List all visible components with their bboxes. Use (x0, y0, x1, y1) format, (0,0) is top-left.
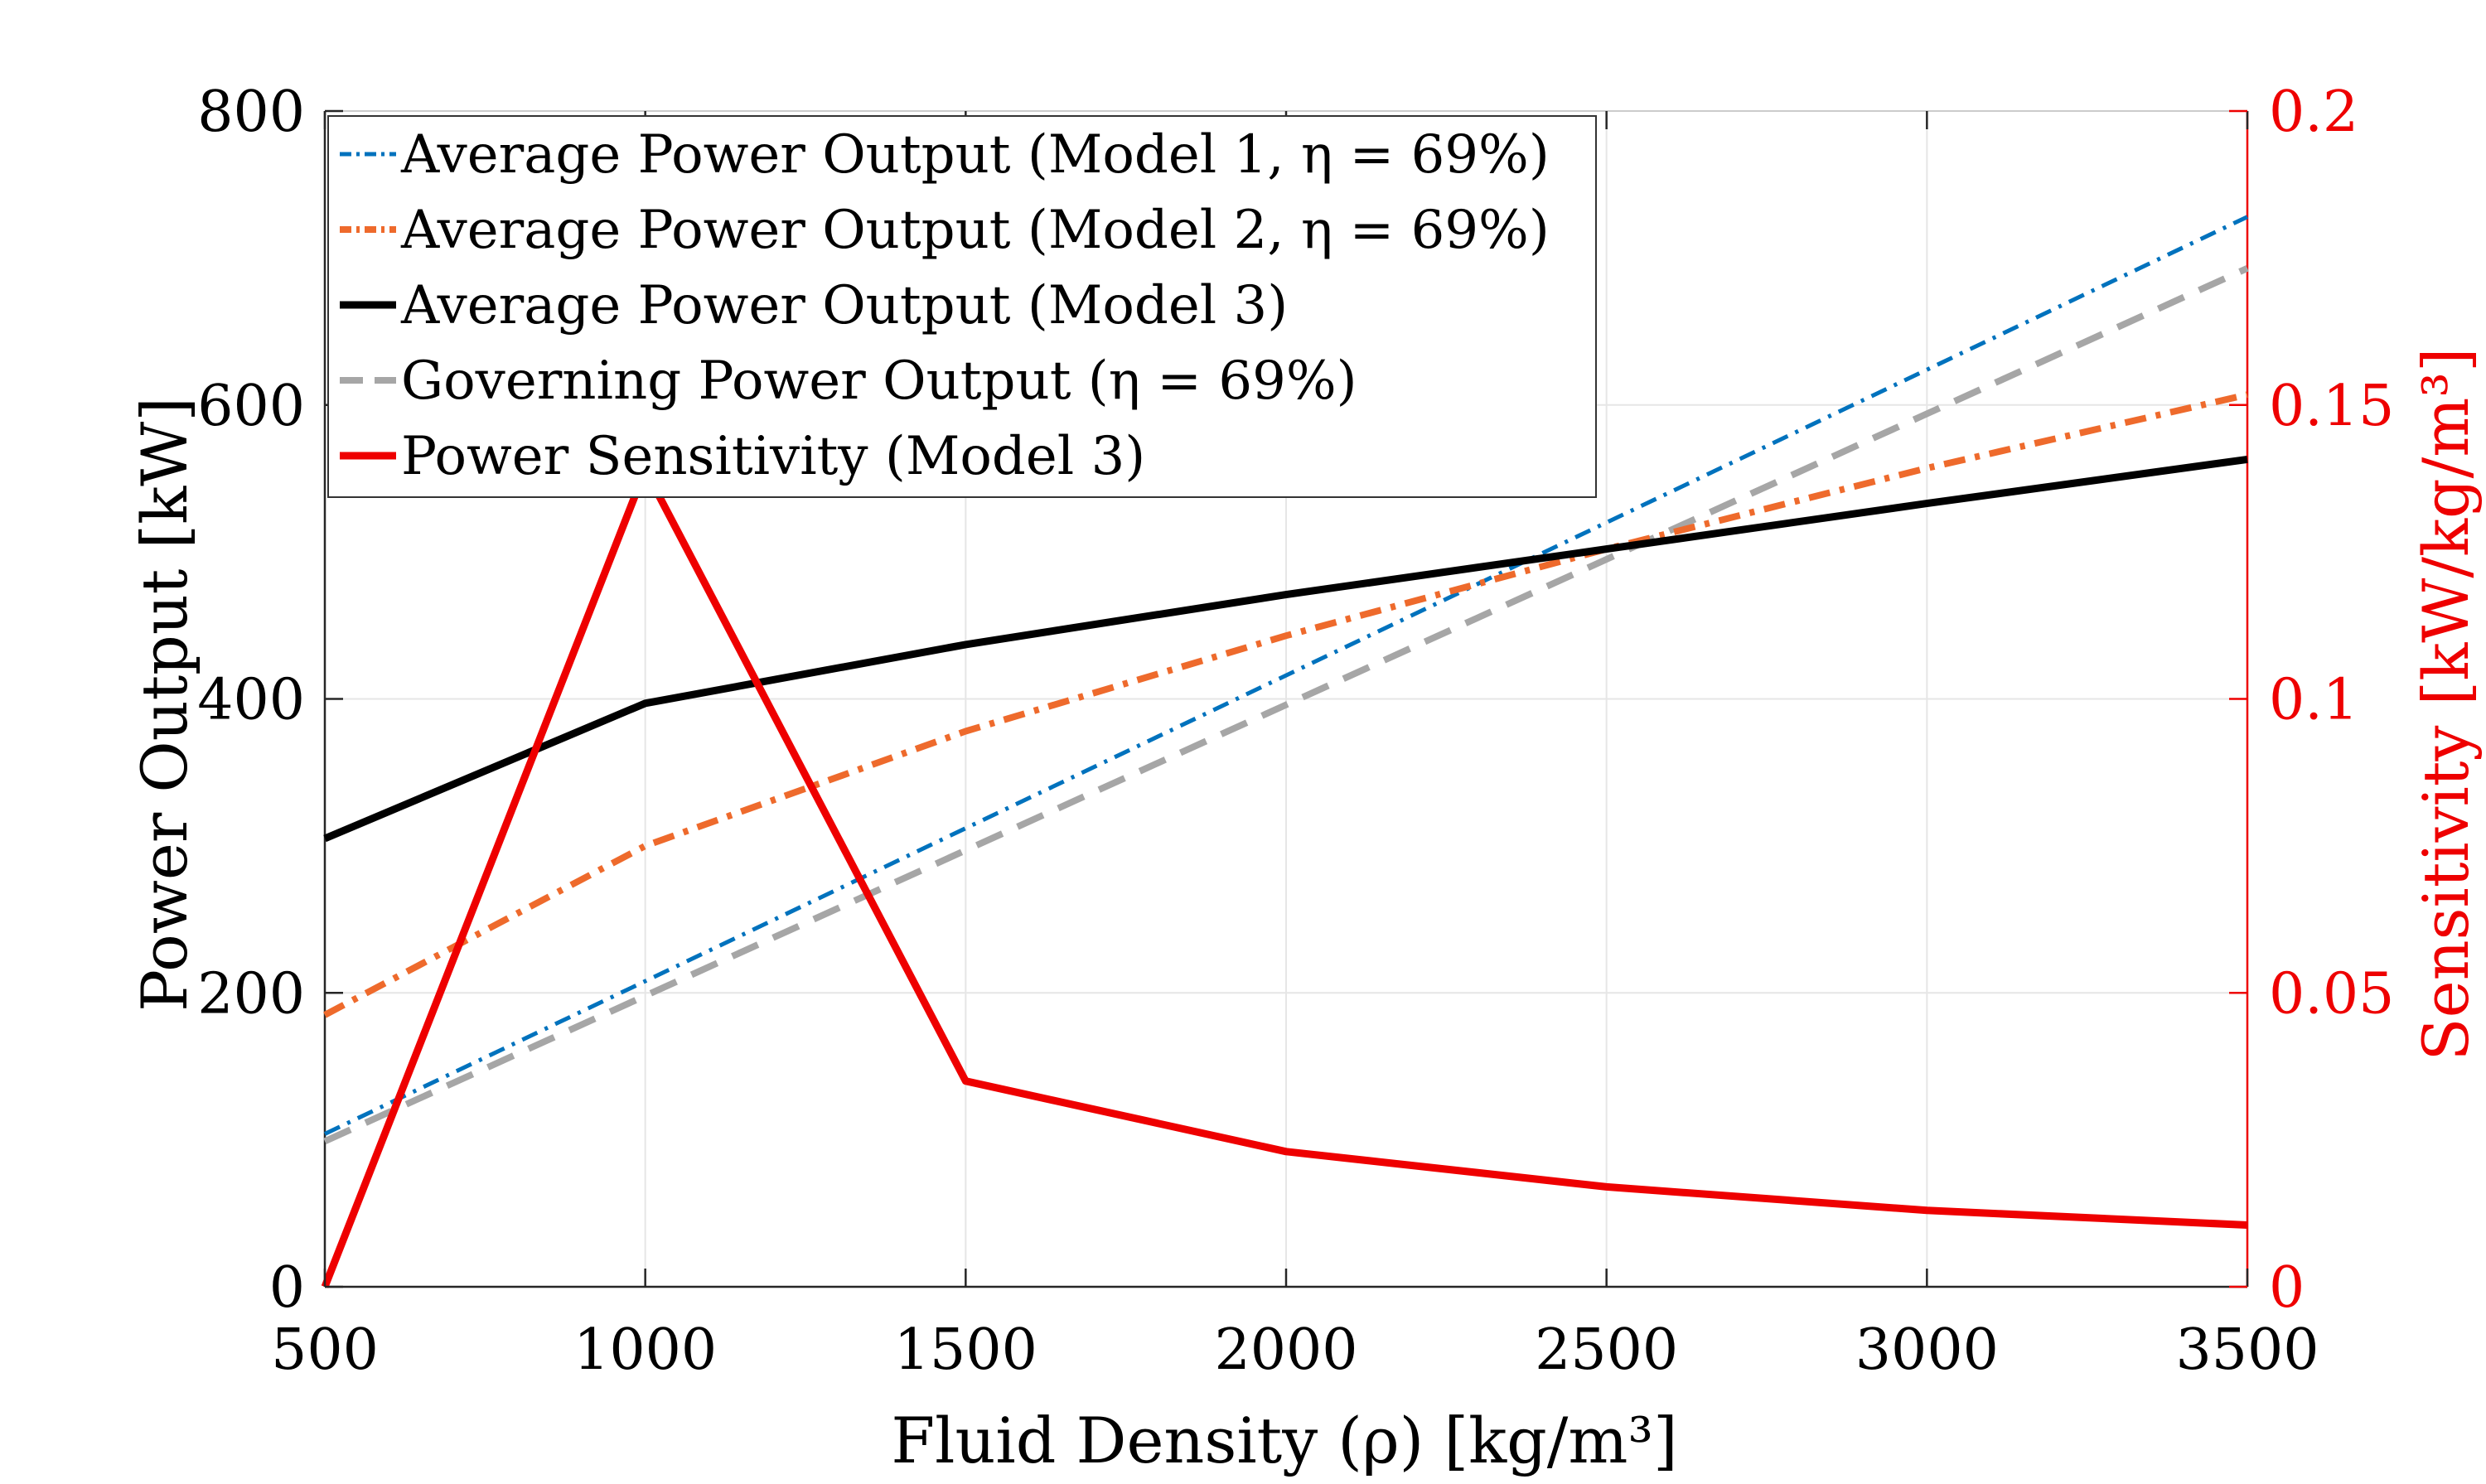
series-line-4 (323, 265, 2249, 1145)
x-tick-label: 2500 (1535, 1317, 1678, 1383)
y-right-tick-label: 0.15 (2269, 374, 2394, 439)
series-line-1 (323, 215, 2249, 1136)
series-line-3 (323, 455, 2248, 843)
y-right-tick-label: 0.05 (2269, 961, 2394, 1027)
x-tick-label: 1500 (894, 1317, 1037, 1383)
series-layer (321, 215, 2249, 1288)
x-tick-label: 3000 (1855, 1317, 1999, 1383)
y-left-tick-label: 800 (197, 80, 305, 145)
y-left-tick-label: 0 (269, 1255, 305, 1321)
y-left-tick-label: 400 (197, 668, 305, 733)
y-left-tick-label: 200 (197, 961, 305, 1027)
legend-label: Governing Power Output (η = 69%) (401, 350, 1357, 412)
series-line-2 (323, 391, 2248, 1018)
x-tick-label: 2000 (1214, 1317, 1357, 1383)
y-axis-left-label: Power Output [kW] (128, 397, 201, 1012)
legend-label: Power Sensitivity (Model 3) (401, 426, 1145, 487)
legend-label: Average Power Output (Model 3) (400, 275, 1288, 336)
legend-label: Average Power Output (Model 1, η = 69%) (400, 124, 1550, 186)
x-tick-label: 3500 (2175, 1317, 2319, 1383)
x-tick-label: 500 (271, 1317, 379, 1383)
legend-box (327, 115, 1597, 498)
legend: Average Power Output (Model 1, η = 69%) A… (327, 115, 1597, 498)
y-right-tick-label: 0 (2269, 1255, 2305, 1321)
x-tick-label: 1000 (573, 1317, 717, 1383)
y-left-tick-label: 600 (197, 374, 305, 439)
x-axis-label: Fluid Density (ρ) [kg/m³] (891, 1404, 1677, 1477)
y-axis-right-label: Sensitivity [kW/kg/m³] (2409, 348, 2483, 1061)
axes-layer: 500 1000 1500 2000 2500 3000 35000200400600800… (197, 80, 2394, 1383)
y-right-tick-label: 0.2 (2269, 80, 2358, 145)
legend-label: Average Power Output (Model 2, η = 69%) (400, 200, 1550, 261)
y-right-tick-label: 0.1 (2269, 668, 2358, 733)
